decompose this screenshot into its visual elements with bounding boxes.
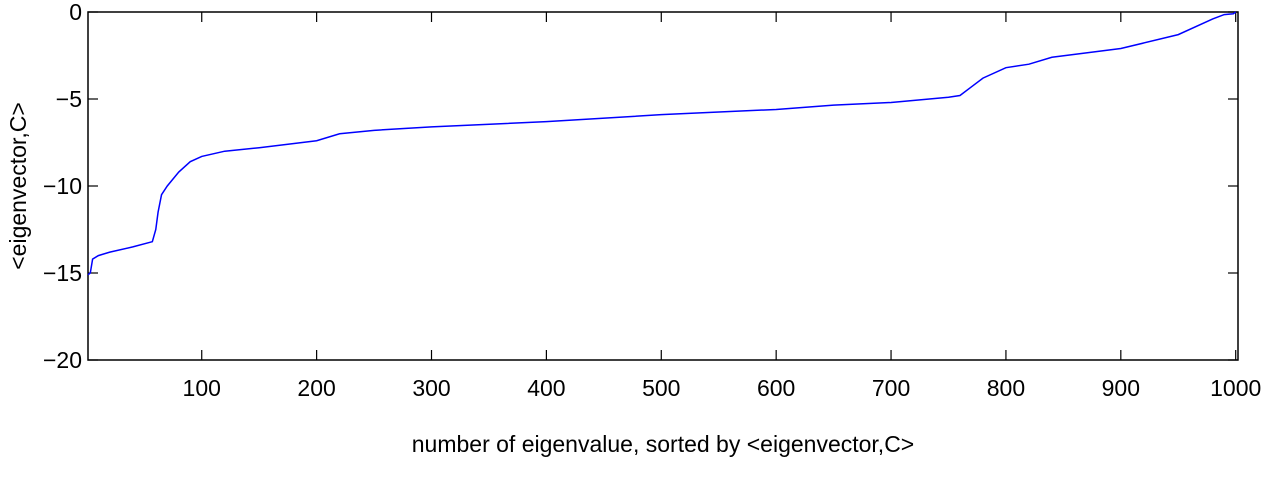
x-tick-label: 200 xyxy=(297,375,335,401)
x-tick-label: 500 xyxy=(642,375,680,401)
y-tick-label: −10 xyxy=(43,173,82,199)
y-tick-label: 0 xyxy=(69,0,82,25)
x-tick-label: 800 xyxy=(987,375,1025,401)
y-tick-label: −5 xyxy=(56,86,82,112)
x-tick-label: 300 xyxy=(412,375,450,401)
x-tick-label: 1000 xyxy=(1210,375,1261,401)
x-tick-label: 900 xyxy=(1102,375,1140,401)
plot-frame xyxy=(87,11,1239,361)
x-tick-label: 700 xyxy=(872,375,910,401)
data-line xyxy=(87,11,1237,276)
y-axis-label: <eigenvector,C> xyxy=(5,102,31,270)
x-tick-label: 600 xyxy=(757,375,795,401)
x-axis-label: number of eigenvalue, sorted by <eigenve… xyxy=(412,431,915,457)
y-tick-label: −20 xyxy=(43,347,82,373)
x-tick-label: 100 xyxy=(183,375,221,401)
y-tick-label: −15 xyxy=(43,260,82,286)
x-tick-label: 400 xyxy=(527,375,565,401)
